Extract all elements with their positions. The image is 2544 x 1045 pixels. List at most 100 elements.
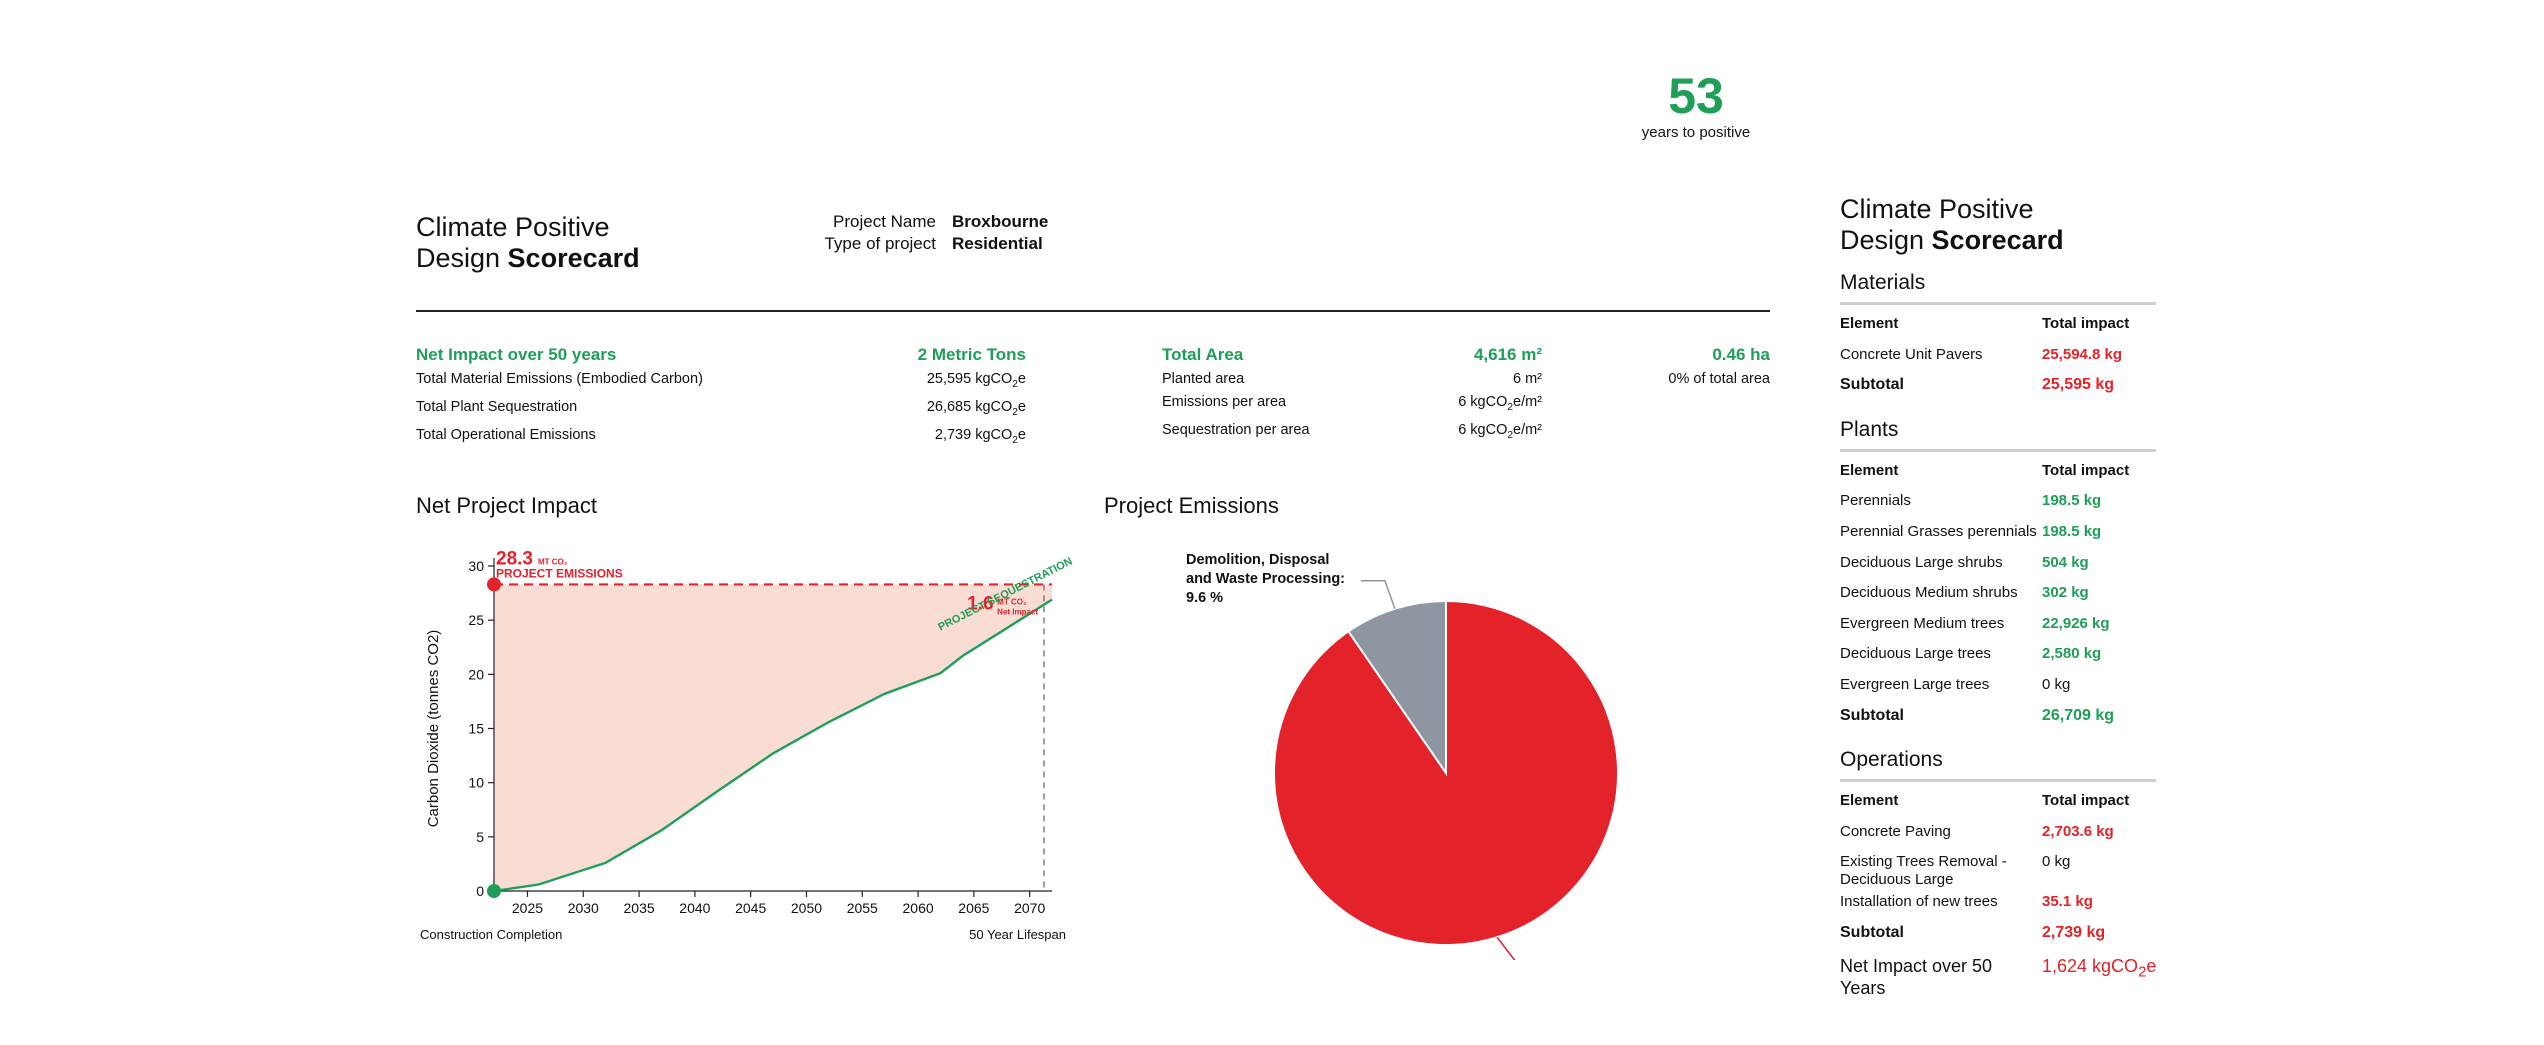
- table-row: Installation of new trees 35.1 kg: [1840, 889, 2160, 920]
- table-header-row: Element Total impact: [1840, 458, 2160, 489]
- x-tick-label: 2070: [1014, 900, 1045, 916]
- pie-label: Demolition, Disposal: [1186, 552, 1329, 568]
- element-name: Evergreen Large trees: [1840, 675, 1990, 693]
- element-name: Concrete Paving: [1840, 822, 1951, 840]
- y-tick-label: 25: [468, 612, 484, 628]
- x-tick-label: 2050: [791, 900, 822, 916]
- table-row: Perennial Grasses perennials 198.5 kg: [1840, 519, 2160, 550]
- emissions-area-fill: [494, 584, 1052, 891]
- table-row: Evergreen Medium trees 22,926 kg: [1840, 611, 2160, 642]
- right-net-impact-label: Net Impact over 50 Years: [1840, 955, 1993, 998]
- y-tick-label: 30: [468, 558, 484, 574]
- scorecard-title-bold: Scorecard: [507, 243, 640, 273]
- table-row: Deciduous Medium shrubs 302 kg: [1840, 580, 2160, 611]
- stat-value: 2,739 kgCO2e: [934, 426, 1026, 446]
- subtotal-label: Subtotal: [1840, 923, 1904, 941]
- table-divider: [1840, 779, 2156, 783]
- table-header-row: Element Total impact: [1840, 311, 2160, 342]
- emissions-series-label: PROJECT EMISSIONS: [496, 566, 623, 580]
- project-emissions-title: Project Emissions: [1104, 493, 1279, 518]
- scorecard-title: Climate Positive Design Scorecard: [416, 212, 640, 274]
- table-header-row: Element Total impact: [1840, 788, 2160, 819]
- y-tick-label: 5: [476, 829, 484, 845]
- element-name: Deciduous Large shrubs: [1840, 553, 2003, 571]
- element-impact: 22,926 kg: [2042, 614, 2110, 632]
- table-row: Perennials 198.5 kg: [1840, 488, 2160, 519]
- table-group-title: Plants: [1840, 417, 1899, 441]
- pie-leader-line: [1360, 580, 1396, 610]
- x-tick-label: 2045: [735, 900, 766, 916]
- table-row: Evergreen Large trees 0 kg: [1840, 672, 2160, 703]
- col-impact: Total impact: [2042, 315, 2130, 332]
- emissions-point: [487, 577, 501, 592]
- stat-label: Total Operational Emissions: [416, 426, 596, 443]
- years-to-positive-label: years to positive: [1641, 124, 1751, 141]
- subtotal-row: Subtotal 25,595 kg: [1840, 372, 2160, 403]
- total-area-ha: 0.46 ha: [1712, 345, 1770, 364]
- y-axis-label: Carbon Dioxide (tonnes CO2): [425, 630, 442, 828]
- right-panel-title-line2: Design Scorecard: [1840, 225, 2064, 255]
- pie-slice: [1347, 599, 1447, 777]
- emissions-value-label: 28.3: [496, 548, 533, 569]
- x-tick-label: 2040: [679, 900, 710, 916]
- element-name: Perennial Grasses perennials: [1840, 522, 2037, 540]
- area-row: Emissions per area 6 kgCO2e/m²: [1162, 391, 1770, 419]
- col-impact: Total impact: [2042, 461, 2130, 479]
- element-impact: 2,703.6 kg: [2042, 822, 2114, 840]
- sequestration-line: [493, 598, 1053, 893]
- y-tick-label: 20: [468, 666, 484, 682]
- right-panel-title-line1: Climate Positive: [1840, 194, 2034, 224]
- x-tick-label: 2055: [847, 900, 878, 916]
- element-impact: 0 kg: [2042, 853, 2071, 871]
- element-name: Evergreen Medium trees: [1840, 614, 2005, 632]
- stat-value: 25,595 kgCO2e: [926, 371, 1026, 390]
- stat-row: Total Plant Sequestration 26,685 kgCO2e: [416, 396, 1026, 424]
- stat-row: Total Operational Emissions 2,739 kgCO2e: [416, 424, 1026, 452]
- net-impact-row: Net Impact over 50 years 2 Metric Tons: [416, 342, 1026, 368]
- right-net-impact-row: Net Impact over 50 Years 1,624 kgCO2e: [1840, 955, 2160, 999]
- table-row: Concrete Unit Pavers 25,594.8 kg: [1840, 342, 2160, 373]
- project-type-label: Type of project: [824, 234, 936, 253]
- table-row: Concrete Paving 2,703.6 kg: [1840, 819, 2160, 850]
- element-name: Installation of new trees: [1840, 893, 1998, 911]
- area-label: Emissions per area: [1162, 394, 1287, 410]
- element-impact: 302 kg: [2042, 584, 2089, 602]
- y-tick-label: 10: [468, 775, 484, 791]
- subtotal-label: Subtotal: [1840, 706, 1904, 724]
- table-group-title: Materials: [1840, 271, 1926, 294]
- emissions-fill: [494, 584, 1052, 891]
- subtotal-value: 2,739 kg: [2042, 923, 2106, 941]
- project-name-row: Project Name Broxbourne: [780, 211, 1048, 233]
- years-to-positive-number: 53: [1668, 68, 1724, 124]
- chart-series: [487, 577, 1053, 898]
- net-value-label: 1.6: [967, 593, 993, 614]
- area-value: 6 kgCO2e/m²: [1458, 421, 1542, 441]
- area-row: Planted area 6 m² 0% of total area: [1162, 368, 1770, 391]
- subtotal-value: 25,595 kg: [2042, 376, 2115, 394]
- x-label-left: Construction Completion: [420, 927, 562, 942]
- pie-slices: [1273, 599, 1619, 946]
- x-tick-label: 2025: [512, 900, 543, 916]
- y-tick-label: 15: [468, 721, 484, 737]
- impact-stats: Net Impact over 50 years 2 Metric Tons T…: [416, 342, 1026, 452]
- pie-label: and Waste Processing:: [1186, 571, 1345, 587]
- x-tick-label: 2035: [624, 900, 655, 916]
- x-label-right: 50 Year Lifespan: [969, 927, 1066, 942]
- col-element: Element: [1840, 315, 1899, 332]
- element-impact: 198.5 kg: [2042, 492, 2102, 510]
- pie-leader-line: [1496, 936, 1516, 960]
- element-impact: 25,594.8 kg: [2042, 345, 2123, 363]
- emissions-unit-label: MT CO₂: [538, 557, 568, 566]
- col-element: Element: [1840, 792, 1899, 810]
- element-name: Perennials: [1840, 492, 1911, 510]
- pie-label: 9.6 %: [1186, 590, 1223, 606]
- subtotal-value: 26,709 kg: [2042, 706, 2115, 724]
- scorecard-title-line1: Climate Positive: [416, 212, 610, 242]
- project-type-row: Type of project Residential: [780, 233, 1048, 255]
- stat-label: Total Material Emissions (Embodied Carbo…: [416, 371, 703, 387]
- area-value2: 0% of total area: [1668, 371, 1770, 387]
- element-impact: 2,580 kg: [2042, 645, 2102, 663]
